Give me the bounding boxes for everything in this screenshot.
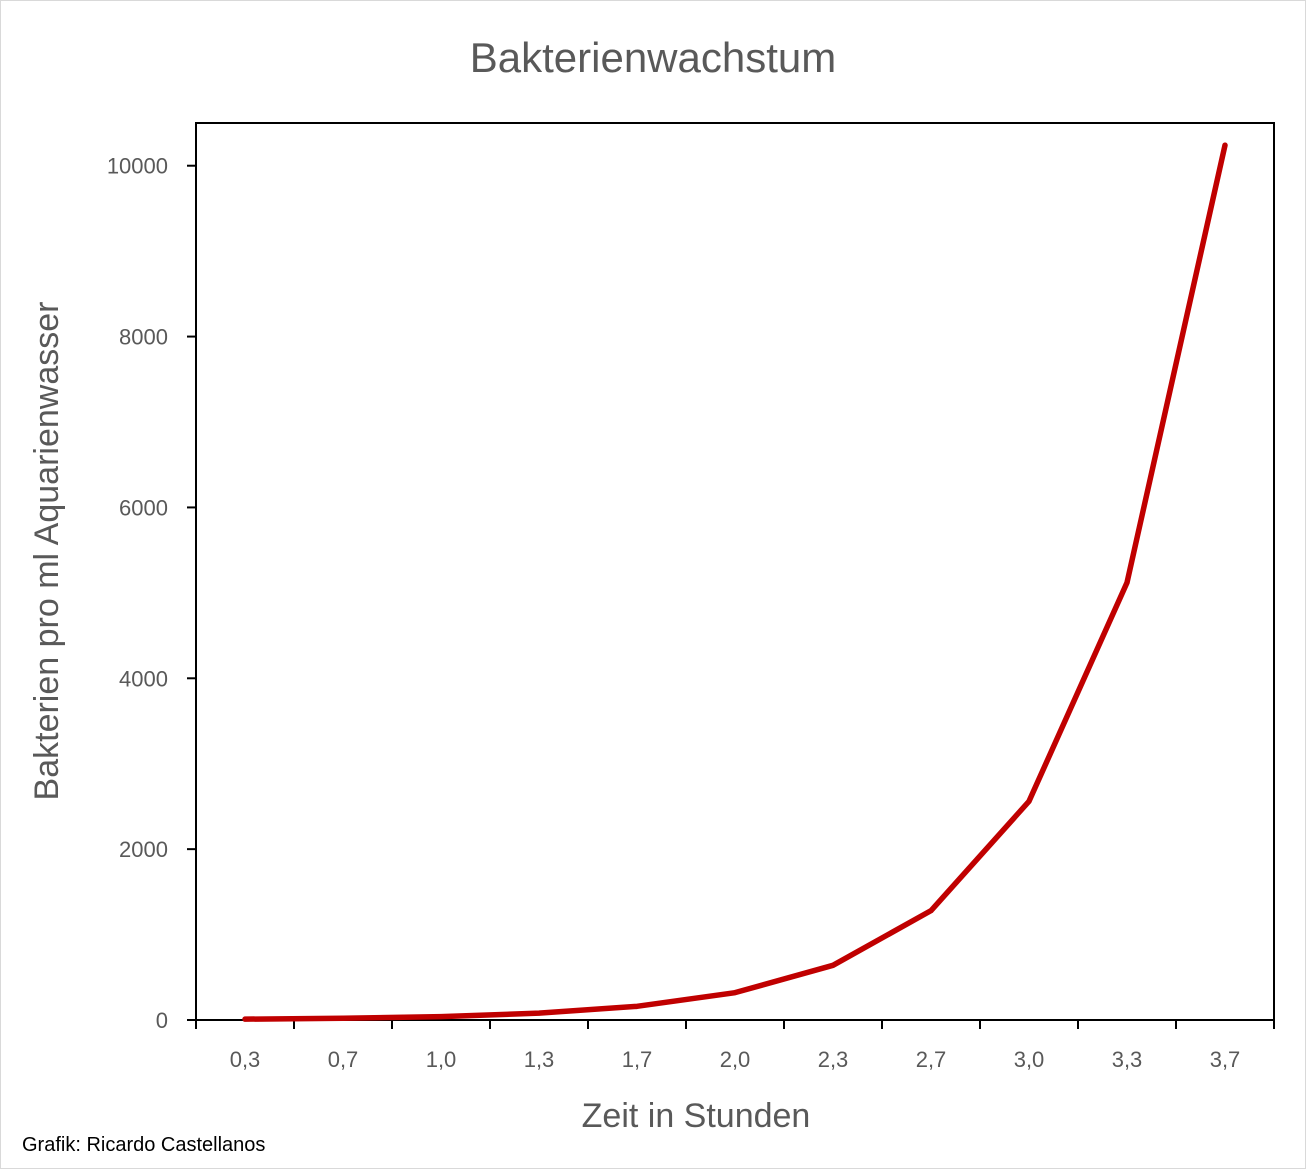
data-point	[830, 962, 836, 968]
series-layer	[242, 142, 1228, 1022]
x-tick-label: 1,7	[622, 1047, 653, 1072]
y-tick-label: 2000	[119, 837, 168, 862]
data-point	[1026, 798, 1032, 804]
x-tick-label: 2,3	[818, 1047, 849, 1072]
x-axis-title: Zeit in Stunden	[582, 1097, 811, 1135]
y-tick-label: 6000	[119, 495, 168, 520]
x-tick-label: 1,3	[524, 1047, 555, 1072]
x-tick-label: 2,7	[916, 1047, 947, 1072]
y-tick-label: 8000	[119, 325, 168, 350]
credit-text: Grafik: Ricardo Castellanos	[22, 1134, 266, 1156]
y-tick-label: 10000	[107, 154, 168, 179]
data-point	[1124, 580, 1130, 586]
data-point	[536, 1010, 542, 1016]
y-axis: 0 2000 4000 6000 8000 10000	[107, 154, 196, 1033]
y-axis-title: Bakterien pro ml Aquarienwasser	[28, 302, 66, 801]
x-tick-label: 3,7	[1210, 1047, 1241, 1072]
y-tick-label: 0	[156, 1008, 168, 1033]
data-point	[438, 1014, 444, 1020]
x-axis: 0,3 0,7 1,0 1,3 1,7 2,0 2,3 2,7 3,0 3,3 3,7	[195, 1020, 1275, 1072]
x-tick-label: 0,7	[328, 1047, 359, 1072]
data-point	[340, 1015, 346, 1021]
plot-area-border	[195, 122, 1275, 1021]
series-line	[242, 142, 1228, 1022]
chart-title: Bakterienwachstum	[470, 34, 837, 81]
data-point	[1222, 142, 1228, 148]
x-tick-label: 3,0	[1014, 1047, 1045, 1072]
data-point	[732, 990, 738, 996]
x-tick-label: 1,0	[426, 1047, 457, 1072]
y-tick-label: 4000	[119, 666, 168, 691]
x-tick-label: 3,3	[1112, 1047, 1143, 1072]
x-tick-label: 0,3	[230, 1047, 261, 1072]
x-tick-label: 2,0	[720, 1047, 751, 1072]
data-point	[242, 1016, 248, 1022]
data-point	[634, 1003, 640, 1009]
data-point	[928, 908, 934, 914]
